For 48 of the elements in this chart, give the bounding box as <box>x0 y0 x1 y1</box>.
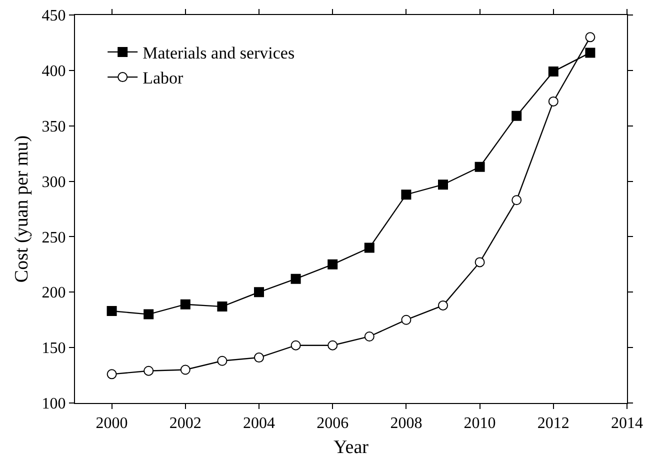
y-tick-label: 100 <box>42 396 66 413</box>
point <box>106 306 117 316</box>
point <box>254 352 264 363</box>
point <box>217 356 228 366</box>
y-axis-title: Cost (yuan per mu) <box>12 135 33 283</box>
point <box>548 96 558 106</box>
x-tick-label: 2000 <box>96 415 128 432</box>
point <box>512 195 522 206</box>
point <box>474 162 485 172</box>
legend-label: Labor <box>142 68 184 88</box>
point <box>364 331 374 342</box>
point <box>180 299 190 310</box>
point <box>290 340 301 350</box>
point <box>328 340 338 350</box>
point <box>144 309 154 320</box>
y-tick-label: 200 <box>42 284 66 302</box>
point <box>474 257 485 268</box>
point <box>438 300 448 310</box>
point <box>217 302 228 312</box>
point <box>180 364 190 375</box>
x-tick-label: 2004 <box>243 415 275 432</box>
point <box>548 66 558 77</box>
x-axis-title: Year <box>333 437 370 458</box>
point <box>585 32 596 42</box>
legend-label: Materials and services <box>142 44 295 63</box>
y-tick-label: 250 <box>42 229 66 246</box>
x-tick-label: 2006 <box>316 415 349 432</box>
point <box>401 314 412 325</box>
x-tick-label: 2002 <box>169 415 202 432</box>
y-tick-label: 300 <box>42 174 66 191</box>
point <box>585 48 596 58</box>
point <box>364 242 374 253</box>
point <box>144 366 154 376</box>
y-tick-label: 400 <box>42 63 66 80</box>
x-tick-label: 2008 <box>390 415 422 432</box>
point <box>290 274 301 284</box>
x-tick-label: 2012 <box>537 415 570 432</box>
y-tick-label: 350 <box>42 118 66 136</box>
x-tick-label: 2014 <box>611 415 643 432</box>
point <box>328 259 338 270</box>
point <box>106 369 117 380</box>
point <box>512 110 522 121</box>
y-tick-label: 450 <box>42 8 66 25</box>
y-tick-label: 150 <box>42 340 66 358</box>
point <box>438 180 448 190</box>
point <box>401 190 412 200</box>
point <box>254 287 264 298</box>
x-tick-label: 2010 <box>464 415 496 432</box>
